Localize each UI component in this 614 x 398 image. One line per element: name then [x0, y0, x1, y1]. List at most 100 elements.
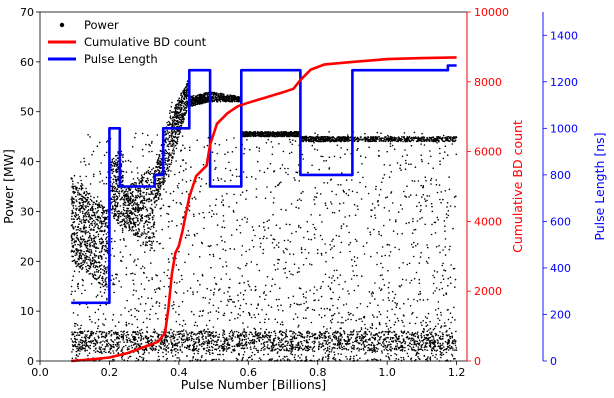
scatter-point [331, 339, 333, 341]
scatter-point [263, 235, 265, 238]
scatter-point [115, 159, 117, 161]
scatter-point [72, 227, 74, 229]
scatter-point [308, 332, 310, 335]
scatter-point [283, 252, 285, 254]
scatter-point [90, 334, 93, 337]
scatter-point [247, 356, 250, 359]
scatter-point [217, 311, 220, 314]
scatter-point [219, 257, 221, 260]
scatter-point [253, 335, 256, 338]
scatter-point [299, 332, 302, 334]
scatter-point [72, 259, 75, 262]
scatter-point [379, 188, 382, 191]
scatter-point [361, 275, 363, 278]
scatter-point [105, 236, 108, 239]
scatter-point [88, 267, 90, 270]
scatter-point [80, 242, 83, 245]
scatter-point [145, 235, 148, 238]
scatter-point [320, 295, 323, 298]
scatter-point [121, 175, 123, 178]
scatter-point [333, 245, 336, 247]
scatter-point [414, 335, 417, 338]
scatter-point [173, 344, 176, 347]
scatter-point [415, 352, 418, 355]
scatter-point [389, 343, 392, 346]
scatter-point [105, 303, 107, 306]
scatter-point [325, 343, 327, 345]
scatter-point [420, 154, 423, 156]
scatter-point [433, 339, 436, 342]
scatter-point [141, 349, 144, 351]
scatter-point [176, 224, 178, 227]
scatter-point [350, 350, 353, 353]
scatter-point [314, 196, 316, 198]
scatter-point [82, 217, 85, 219]
scatter-point [389, 326, 392, 329]
scatter-point [255, 146, 258, 148]
scatter-point [71, 340, 74, 342]
scatter-point [332, 256, 334, 259]
scatter-point [73, 221, 75, 224]
scatter-point [370, 293, 373, 295]
scatter-point [203, 330, 205, 332]
scatter-point [82, 263, 84, 266]
scatter-point [280, 348, 283, 351]
scatter-point [102, 340, 104, 342]
scatter-point [149, 313, 151, 316]
scatter-point [424, 316, 427, 318]
scatter-point [377, 342, 380, 344]
scatter-point [339, 327, 342, 330]
scatter-point [138, 355, 141, 358]
scatter-point [222, 265, 224, 268]
scatter-point [89, 318, 91, 321]
scatter-point [429, 345, 432, 348]
scatter-point [300, 199, 302, 202]
scatter-point [132, 219, 134, 221]
scatter-point [114, 344, 117, 346]
scatter-point [170, 339, 172, 341]
scatter-point [400, 284, 403, 287]
scatter-point [207, 136, 210, 139]
scatter-point [96, 211, 98, 213]
scatter-point [448, 188, 451, 191]
scatter-point [186, 336, 188, 339]
scatter-point [425, 358, 427, 361]
scatter-point [81, 210, 84, 213]
scatter-point [388, 282, 390, 284]
scatter-point [88, 192, 91, 195]
scatter-point [370, 349, 373, 351]
scatter-point [84, 226, 86, 228]
scatter-point [89, 209, 92, 211]
scatter-point [126, 221, 128, 223]
scatter-point [288, 152, 291, 155]
scatter-point [322, 337, 324, 339]
scatter-point [279, 167, 282, 170]
scatter-point [395, 347, 397, 349]
scatter-point [268, 219, 270, 221]
scatter-point [177, 330, 180, 333]
scatter-point [242, 293, 245, 296]
scatter-point [193, 338, 195, 341]
scatter-point [172, 301, 175, 303]
scatter-point [401, 208, 404, 210]
scatter-point [306, 334, 309, 337]
scatter-point [452, 349, 454, 351]
scatter-point [108, 333, 110, 335]
scatter-point [266, 186, 268, 188]
scatter-point [193, 215, 195, 218]
scatter-point [376, 350, 379, 353]
scatter-point [91, 209, 94, 212]
scatter-point [168, 277, 170, 280]
scatter-point [85, 335, 87, 338]
scatter-point [343, 332, 346, 335]
scatter-point [417, 336, 419, 339]
scatter-point [185, 338, 188, 340]
scatter-point [181, 278, 183, 281]
scatter-point [88, 256, 90, 259]
scatter-point [298, 267, 300, 269]
scatter-point [80, 161, 82, 163]
scatter-point [132, 207, 134, 209]
scatter-point [338, 345, 341, 347]
scatter-point [117, 160, 119, 162]
scatter-point [88, 265, 91, 268]
